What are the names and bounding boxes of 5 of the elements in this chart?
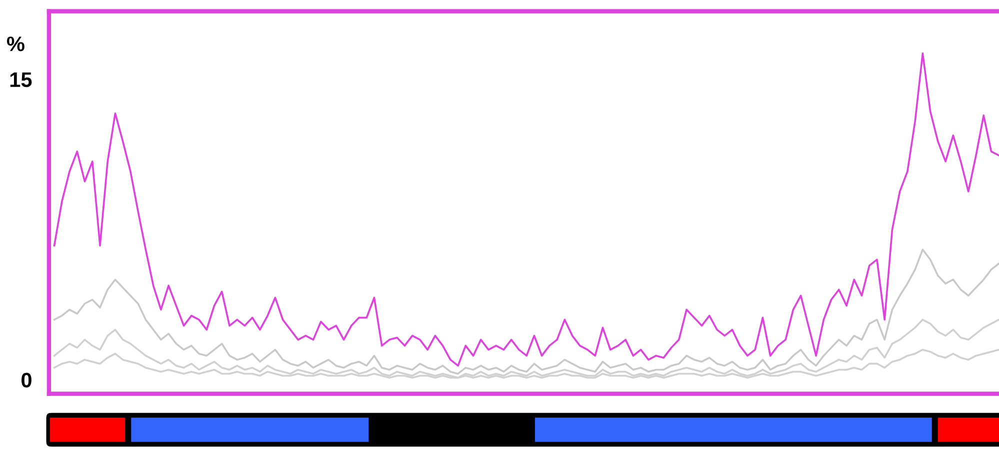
y-tick-label: 15 bbox=[10, 72, 32, 88]
y-axis-title: % bbox=[6, 36, 24, 52]
line-series bbox=[53, 52, 999, 367]
line-series bbox=[53, 248, 999, 375]
y-tick-label: 0 bbox=[22, 372, 32, 388]
